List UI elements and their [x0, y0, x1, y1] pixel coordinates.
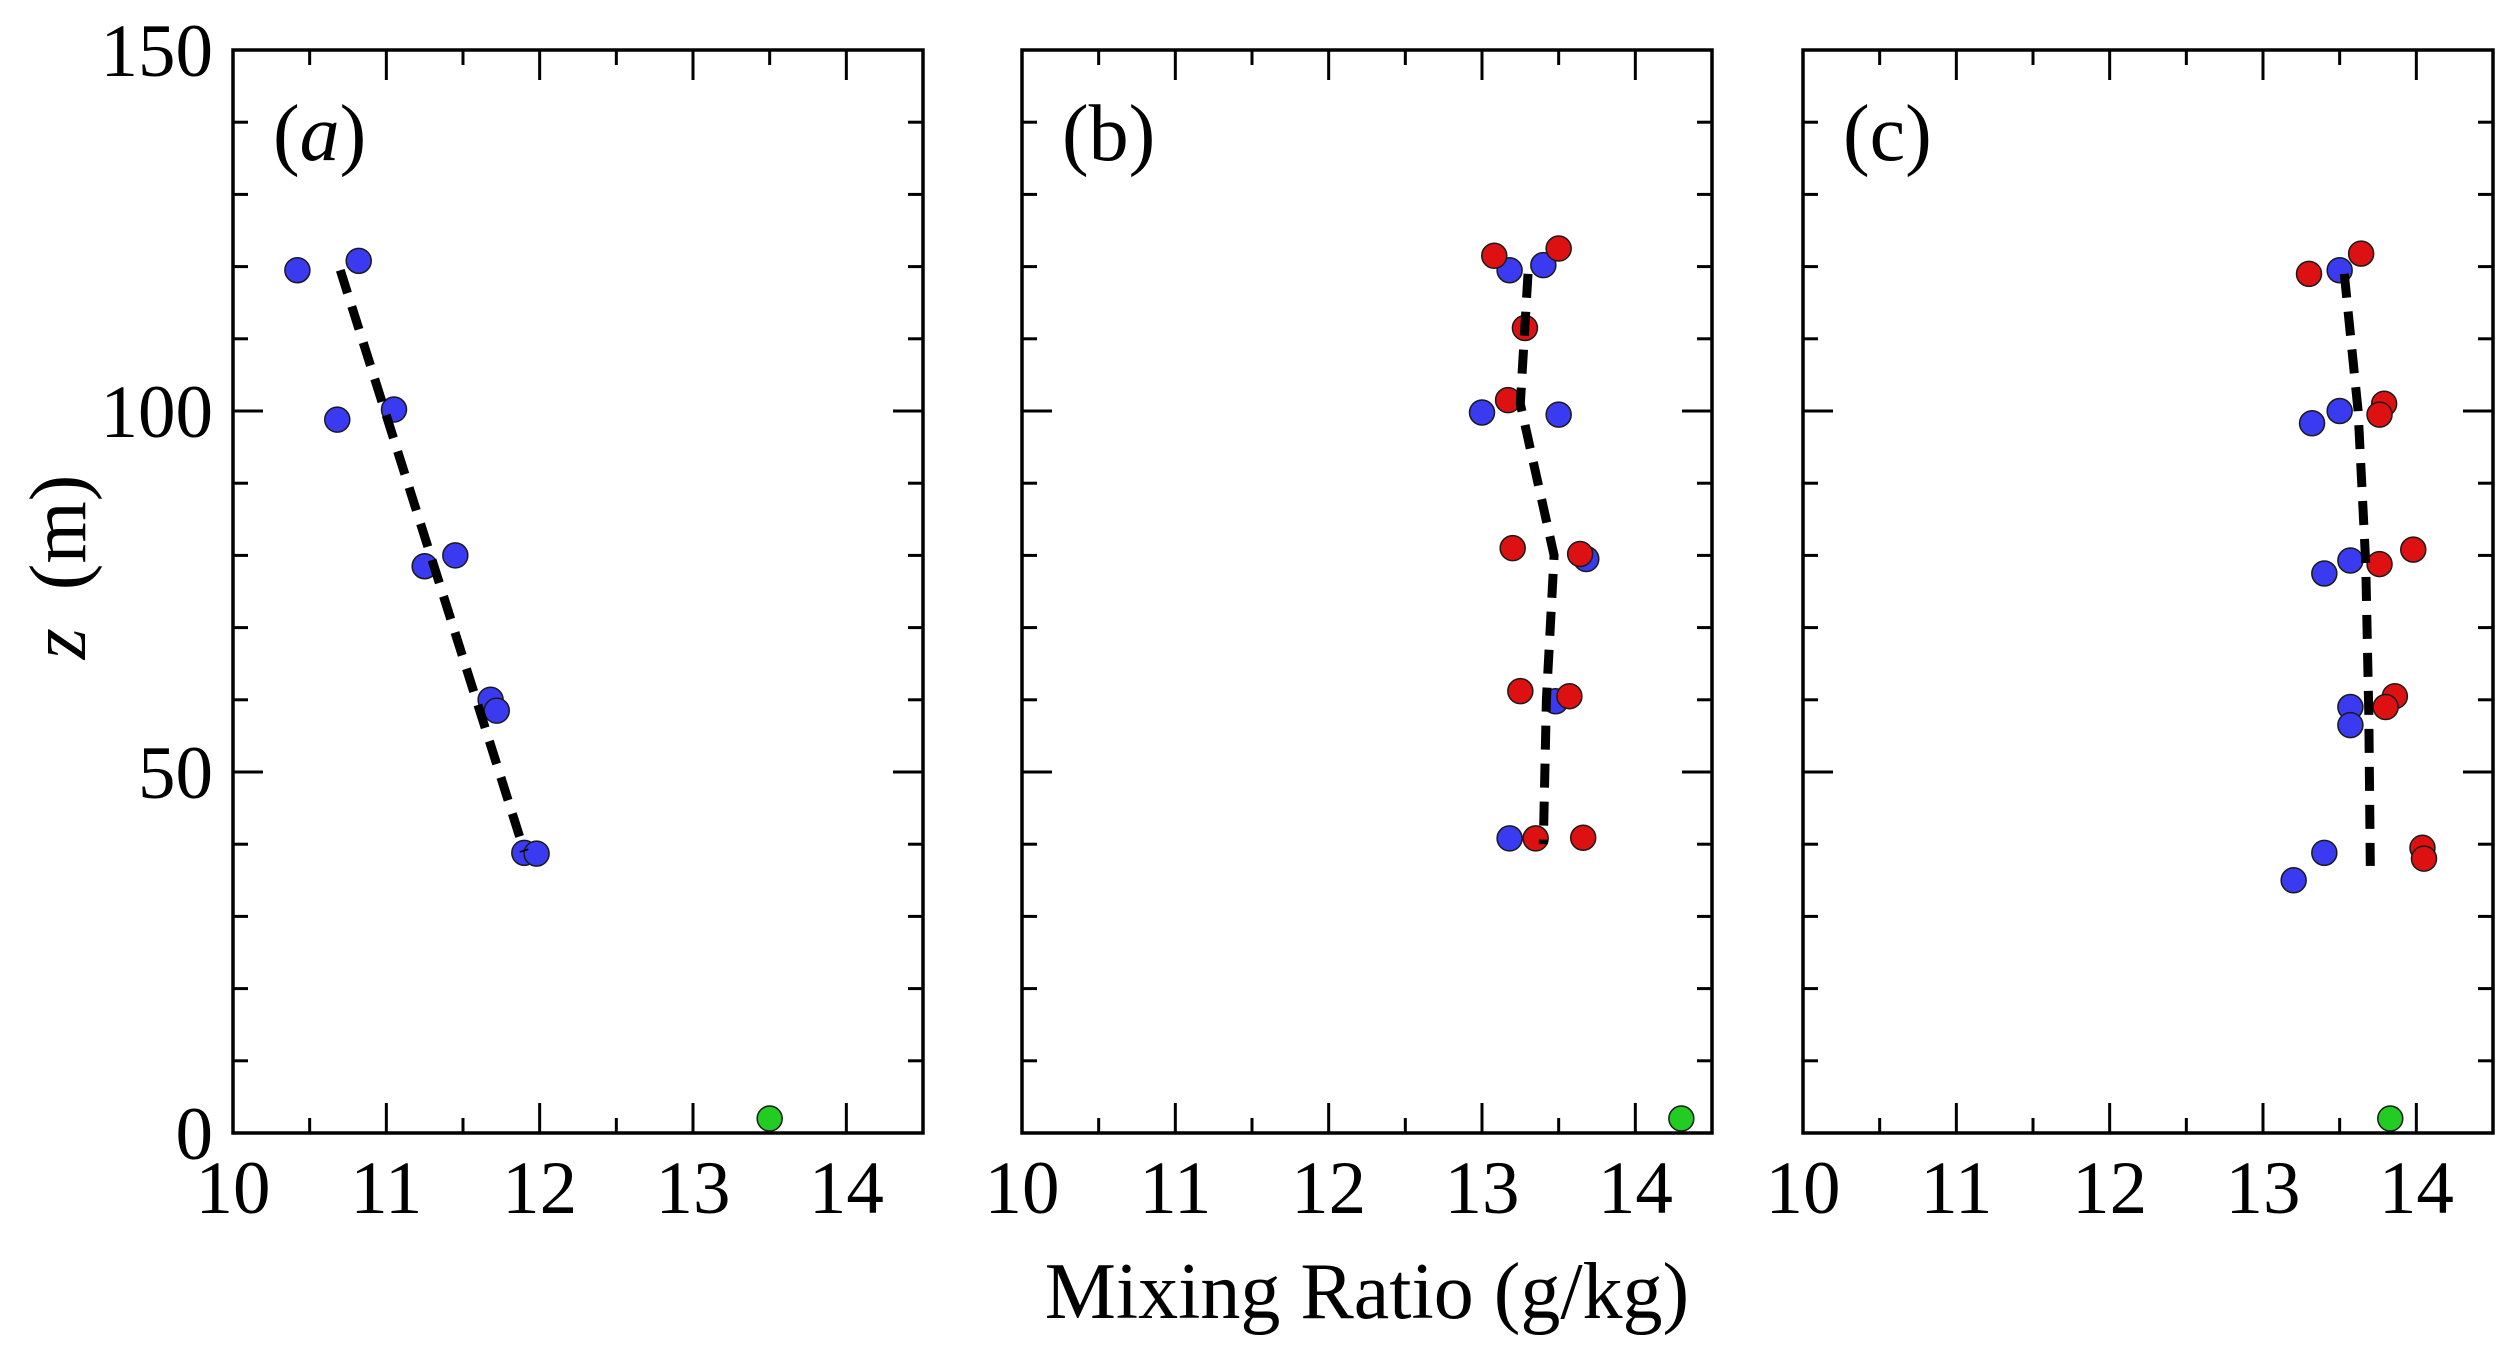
- plot-frame: [1020, 48, 1714, 1135]
- chart-panel-2: 10 11 12 13 14 (b): [985, 48, 1714, 1230]
- x-tick-label: 12: [2072, 1147, 2147, 1230]
- red-data-point: [2366, 550, 2393, 578]
- surface-data-point: [2377, 1105, 2404, 1132]
- x-tick-label: 13: [1445, 1147, 1520, 1230]
- fit-line: [336, 268, 529, 853]
- surface-data-point: [1668, 1105, 1695, 1132]
- red-data-point: [2295, 260, 2323, 288]
- x-tick-label: 13: [656, 1147, 731, 1230]
- blue-data-point: [2311, 839, 2338, 867]
- blue-data-point: [324, 406, 351, 433]
- blue-data-point: [1545, 401, 1572, 428]
- red-data-point: [1522, 825, 1549, 852]
- red-data-point: [1566, 540, 1594, 568]
- red-data-point: [1569, 824, 1597, 851]
- x-tick-label: 11: [1920, 1147, 1992, 1230]
- panel-label: (a): [273, 90, 366, 178]
- x-axis-title: Mixing Ratio (g/kg): [1045, 1248, 1689, 1336]
- x-tick-label: 14: [2379, 1147, 2454, 1230]
- blue-data-point: [345, 247, 372, 275]
- red-data-point: [1481, 242, 1508, 270]
- blue-data-point: [1530, 251, 1557, 279]
- y-tick-label: 50: [138, 732, 213, 815]
- blue-data-point: [2298, 410, 2326, 437]
- y-tick-label: 100: [101, 371, 214, 454]
- red-data-point: [2400, 536, 2427, 563]
- fit-line: [1515, 273, 1559, 845]
- chart-panel-1: 10 11 12 13 14 0 50 100 150 (a): [101, 10, 925, 1230]
- x-tick-label: 12: [502, 1147, 577, 1230]
- panel-label: (b): [1062, 90, 1155, 178]
- blue-data-point: [2337, 711, 2364, 739]
- y-axis-title-variable: z: [15, 628, 103, 660]
- blue-data-point: [2280, 867, 2307, 894]
- x-tick-label: 11: [350, 1147, 422, 1230]
- y-axis-title: z (m): [15, 475, 103, 661]
- x-tick-label: 13: [2226, 1147, 2301, 1230]
- x-tick-label: 10: [1766, 1147, 1841, 1230]
- fit-line: [2339, 273, 2375, 866]
- blue-data-point: [442, 542, 469, 569]
- x-tick-label: 14: [1598, 1147, 1673, 1230]
- red-data-point: [1545, 235, 1572, 262]
- blue-data-point: [1496, 825, 1523, 852]
- blue-data-point: [2326, 397, 2353, 425]
- x-tick-label: 12: [1291, 1147, 1366, 1230]
- red-data-point: [1499, 534, 1526, 562]
- blue-data-point: [483, 697, 510, 724]
- blue-data-point: [2311, 560, 2338, 587]
- x-tick-label: 14: [809, 1147, 884, 1230]
- plot-frame: [231, 48, 925, 1135]
- red-data-point: [2410, 845, 2438, 872]
- x-tick-label: 10: [196, 1147, 271, 1230]
- red-data-point: [1507, 677, 1534, 705]
- panel-label-letter: a: [300, 90, 340, 178]
- blue-data-point: [1468, 399, 1496, 426]
- blue-data-point: [523, 840, 550, 867]
- red-data-point: [1556, 682, 1583, 710]
- red-data-point: [2347, 240, 2375, 267]
- blue-data-point: [284, 256, 311, 284]
- x-tick-label: 11: [1139, 1147, 1211, 1230]
- blue-data-point: [2337, 547, 2364, 574]
- plot-frame: [1801, 48, 2495, 1135]
- y-tick-label: 150: [101, 10, 214, 93]
- red-data-point: [2366, 401, 2393, 428]
- y-axis-title-units: (m): [15, 475, 103, 591]
- chart-panel-3: 10 11 12 13 14 (c): [1766, 48, 2495, 1230]
- y-tick-label: 0: [176, 1093, 214, 1176]
- panel-label: (c): [1843, 90, 1932, 178]
- surface-data-point: [756, 1105, 783, 1132]
- red-data-point: [2372, 693, 2399, 721]
- x-tick-label: 10: [985, 1147, 1060, 1230]
